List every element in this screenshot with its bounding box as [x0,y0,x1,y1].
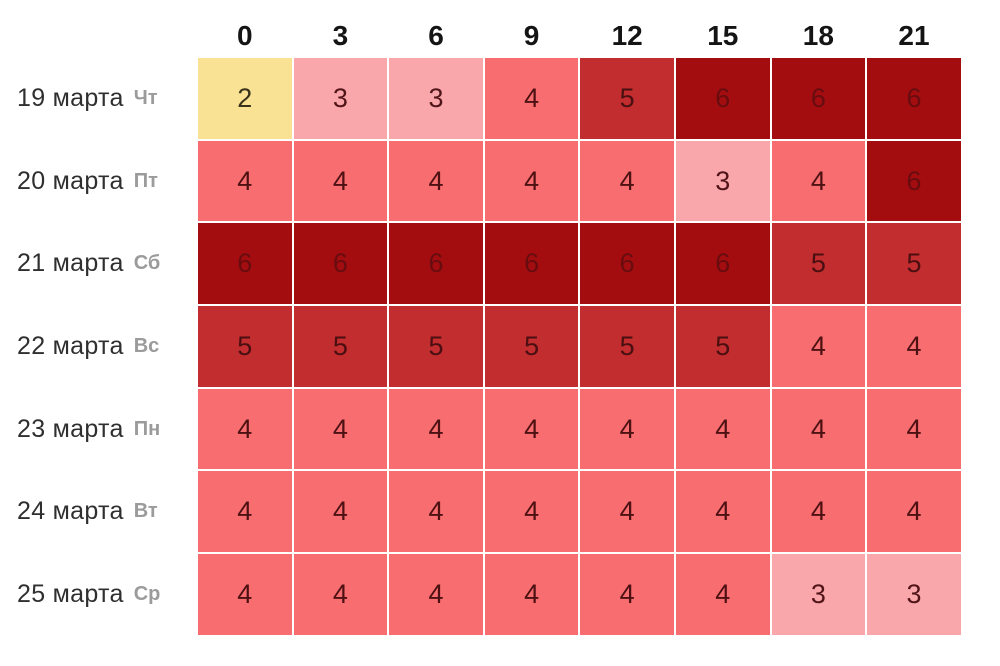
row-weekday: Вс [133,334,160,357]
heatmap-cell: 4 [866,470,962,554]
row-date: 22 марта [17,331,124,360]
heatmap-cell: 6 [388,222,484,306]
heatmap-cell: 3 [866,553,962,636]
heatmap-cell: 6 [866,57,962,140]
hour-header: 3 [332,20,349,51]
row-label: 22 марта Вс [0,305,197,388]
heatmap-cell: 3 [770,553,867,636]
row-weekday: Чт [133,86,158,109]
heatmap-cell: 5 [866,222,962,306]
heatmap-cell: 4 [483,57,580,140]
heatmap-cell: 5 [579,57,675,140]
hour-header: 0 [237,20,253,51]
hour-header-row: 0 3 6 9 12 15 18 21 [0,15,962,57]
heatmap-cell: 4 [866,387,962,471]
heatmap-cell: 4 [388,470,484,554]
heatmap-cell: 4 [197,139,293,223]
row-label: 20 марта Пт [0,140,197,223]
heatmap-cell: 4 [292,553,389,636]
day-row: 22 марта Вс 5 5 5 5 5 5 4 4 [0,305,962,388]
row-date: 21 марта [17,249,124,278]
day-row: 25 марта Ср 4 4 4 4 4 4 3 3 [0,553,962,636]
row-weekday: Вт [133,500,158,523]
heatmap-cell: 5 [197,305,293,388]
heatmap-cell: 6 [292,222,389,306]
heatmap-cell: 6 [483,222,580,306]
heatmap-cell: 4 [388,139,484,223]
heatmap-cell: 4 [579,387,675,471]
hour-header: 18 [802,20,834,51]
row-label: 19 марта Чт [0,57,197,140]
heatmap-cell: 4 [674,470,771,554]
heatmap-cell: 6 [197,222,293,306]
heatmap-cell: 4 [770,470,867,554]
heatmap-cell: 5 [579,305,675,388]
row-date: 24 марта [17,497,124,526]
row-weekday: Пт [133,169,158,192]
row-label-spacer [0,15,197,57]
row-date: 19 марта [17,83,124,112]
heatmap-cell: 4 [579,139,675,223]
heatmap-cell: 3 [674,139,771,223]
heatmap-cell: 4 [866,305,962,388]
heatmap-cell: 4 [388,553,484,636]
day-row: 21 марта Сб 6 6 6 6 6 6 5 5 [0,222,962,306]
row-weekday: Пн [133,417,161,440]
heatmap-cell: 4 [483,139,580,223]
heatmap-cell: 3 [292,57,389,140]
row-date: 20 марта [17,166,124,195]
heatmap-cell: 4 [197,387,293,471]
heatmap-cell: 5 [483,305,580,388]
day-row: 19 марта Чт 2 3 3 4 5 6 6 6 [0,57,962,140]
row-label: 24 марта Вт [0,470,197,553]
heatmap-cell: 4 [483,553,580,636]
heatmap-cell: 4 [388,387,484,471]
heatmap-cell: 6 [579,222,675,306]
row-weekday: Ср [133,582,161,605]
hour-header: 15 [707,20,739,51]
heatmap-cell: 4 [579,553,675,636]
row-label: 23 марта Пн [0,388,197,471]
heatmap-cell: 5 [674,305,771,388]
heatmap-cell: 5 [388,305,484,388]
day-row: 23 марта Пн 4 4 4 4 4 4 4 4 [0,387,962,471]
heatmap-cell: 4 [674,553,771,636]
heatmap-cell: 4 [292,139,389,223]
heatmap-cell: 3 [388,57,484,140]
heatmap-cell: 5 [770,222,867,306]
hour-header: 9 [523,20,540,51]
heatmap-cell: 6 [770,57,867,140]
heatmap-cell: 4 [292,387,389,471]
row-weekday: Сб [133,252,161,275]
hour-header: 6 [428,20,444,51]
heatmap-cell: 4 [483,387,580,471]
row-date: 23 марта [17,414,124,443]
heatmap-cell: 4 [770,305,867,388]
heatmap-cell: 4 [579,470,675,554]
row-label: 25 марта Ср [0,553,197,636]
row-label: 21 марта Сб [0,222,197,305]
day-row: 20 марта Пт 4 4 4 4 4 3 4 6 [0,139,962,223]
heatmap-cell: 4 [770,387,867,471]
heatmap-cell: 4 [483,470,580,554]
row-date: 25 марта [17,579,124,608]
heatmap-cell: 6 [674,222,771,306]
heatmap-cell: 5 [292,305,389,388]
heatmap-cell: 6 [866,139,962,223]
heatmap-cell: 4 [770,139,867,223]
heatmap-cell: 2 [197,57,293,140]
day-row: 24 марта Вт 4 4 4 4 4 4 4 4 [0,470,962,554]
heatmap-cell: 4 [674,387,771,471]
heatmap-cell: 6 [674,57,771,140]
heatmap-cell: 4 [197,470,293,554]
hour-header: 12 [611,20,643,51]
heatmap-board: 0 3 6 9 12 15 18 21 19 марта Чт 2 3 3 4 5 6 6 6 20 марта П… [0,15,962,636]
heatmap-cell: 4 [197,553,293,636]
heatmap-cell: 4 [292,470,389,554]
hour-header: 21 [898,20,930,51]
